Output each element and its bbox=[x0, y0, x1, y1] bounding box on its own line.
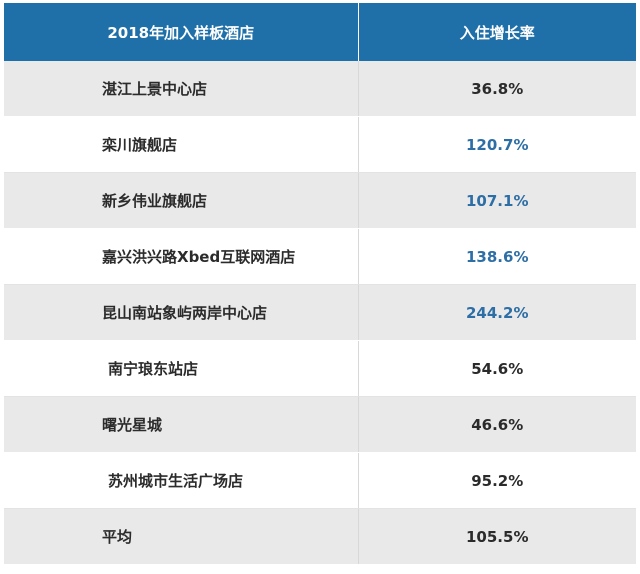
column-header-hotel: 2018年加入样板酒店 bbox=[4, 3, 359, 61]
hotel-name-cell: 栾川旗舰店 bbox=[4, 116, 359, 173]
growth-rate-cell: 54.6% bbox=[358, 340, 636, 397]
average-rate-cell: 105.5% bbox=[358, 508, 636, 565]
hotel-name-cell: 昆山南站象屿两岸中心店 bbox=[4, 284, 359, 341]
column-header-growth-rate: 入住增长率 bbox=[358, 3, 636, 61]
table-header-row: 2018年加入样板酒店 入住增长率 bbox=[4, 3, 636, 61]
growth-rate-cell: 244.2% bbox=[358, 284, 636, 341]
growth-rate-cell: 107.1% bbox=[358, 172, 636, 229]
hotel-growth-table: 2018年加入样板酒店 入住增长率 湛江上景中心店 36.8% 栾川旗舰店 12… bbox=[4, 3, 636, 565]
table-row: 新乡伟业旗舰店 107.1% bbox=[4, 172, 636, 229]
growth-rate-cell: 36.8% bbox=[358, 61, 636, 117]
table-row: 曙光星城 46.6% bbox=[4, 396, 636, 453]
hotel-name-cell: 新乡伟业旗舰店 bbox=[4, 172, 359, 229]
growth-rate-cell: 46.6% bbox=[358, 396, 636, 453]
table-row: 嘉兴洪兴路Xbed互联网酒店 138.6% bbox=[4, 228, 636, 285]
table-row: 南宁琅东站店 54.6% bbox=[4, 340, 636, 397]
table-row: 栾川旗舰店 120.7% bbox=[4, 116, 636, 173]
table-row: 湛江上景中心店 36.8% bbox=[4, 61, 636, 117]
table-row: 苏州城市生活广场店 95.2% bbox=[4, 452, 636, 509]
average-label-cell: 平均 bbox=[4, 508, 359, 565]
hotel-name-cell: 曙光星城 bbox=[4, 396, 359, 453]
growth-rate-cell: 95.2% bbox=[358, 452, 636, 509]
average-row: 平均 105.5% bbox=[4, 508, 636, 565]
hotel-name-cell: 嘉兴洪兴路Xbed互联网酒店 bbox=[4, 228, 359, 285]
hotel-name-cell: 苏州城市生活广场店 bbox=[4, 452, 359, 509]
hotel-name-cell: 湛江上景中心店 bbox=[4, 61, 359, 117]
table-row: 昆山南站象屿两岸中心店 244.2% bbox=[4, 284, 636, 341]
growth-rate-cell: 120.7% bbox=[358, 116, 636, 173]
growth-rate-cell: 138.6% bbox=[358, 228, 636, 285]
hotel-name-cell: 南宁琅东站店 bbox=[4, 340, 359, 397]
